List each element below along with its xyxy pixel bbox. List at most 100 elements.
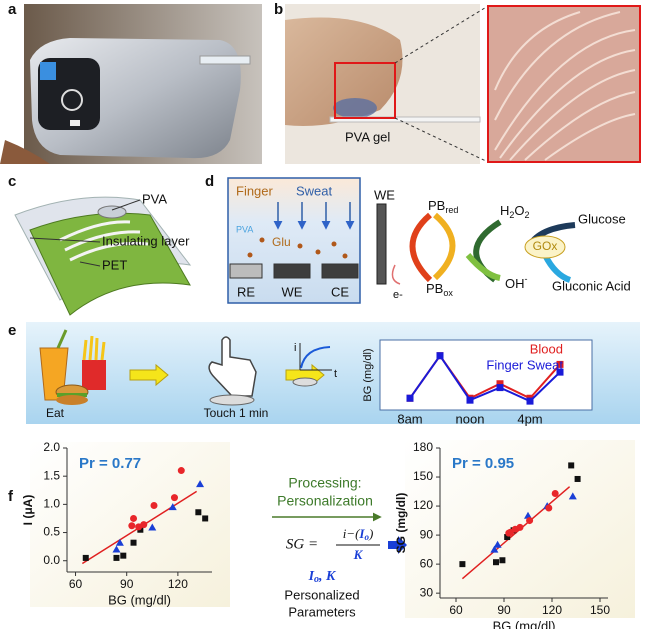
x-axis-label: BG (mg/dl) (493, 618, 556, 629)
y-tick-label: 120 (413, 498, 433, 512)
arrow (409, 212, 433, 283)
y-tick-label: 2.0 (43, 440, 60, 454)
point (150, 501, 158, 509)
y-tick-label: 90 (420, 527, 434, 541)
step-label: Eat (46, 406, 65, 420)
point (170, 494, 178, 502)
electrode (229, 263, 263, 279)
x-tick-label: noon (456, 411, 485, 426)
point (496, 380, 504, 388)
point (551, 489, 559, 497)
point (196, 480, 205, 488)
t: I (308, 569, 315, 584)
x-tick-label: 120 (542, 603, 562, 617)
axis-label: i (294, 342, 296, 354)
label: PVA (236, 224, 253, 234)
label: Glucose (578, 211, 626, 226)
panel-label: c (8, 173, 16, 190)
point (556, 368, 564, 376)
t: red (445, 205, 458, 215)
label: Personalized (284, 587, 359, 602)
formula: K (353, 547, 364, 562)
point (130, 514, 138, 522)
y-tick-label: 1.0 (43, 497, 60, 511)
annotation: Pr = 0.95 (452, 455, 514, 472)
t: I (358, 526, 365, 541)
t: PB (428, 198, 445, 213)
label: Gluconic Acid (552, 278, 631, 293)
t: o (314, 574, 319, 585)
layer-label: PET (102, 257, 127, 272)
electrode-label: RE (237, 284, 255, 299)
chart-box (379, 339, 593, 411)
point (436, 352, 444, 360)
annotation: Pr = 0.77 (79, 455, 141, 472)
point (574, 475, 581, 482)
point (168, 503, 177, 511)
point (526, 517, 534, 525)
step-label: Touch 1 min (204, 406, 269, 420)
label: OH- (505, 274, 528, 291)
point (202, 515, 209, 522)
cell-box (227, 177, 361, 304)
x-axis-label: BG (mg/dl) (108, 592, 171, 607)
y-tick-label: 30 (420, 585, 434, 599)
x-tick-label: 60 (69, 577, 83, 591)
arrow (432, 212, 456, 281)
y-tick-label: 1.5 (43, 468, 60, 482)
leader (111, 199, 141, 211)
label: WE (374, 187, 395, 202)
y-tick-label: 180 (413, 440, 433, 454)
point (504, 534, 511, 541)
panel-label: d (205, 173, 214, 190)
y-axis-label: SG (mg/dl) (394, 493, 408, 554)
label: Processing: (288, 475, 361, 491)
food-icon (39, 329, 106, 405)
point (496, 384, 504, 392)
x-tick-label: 8am (397, 411, 422, 426)
point (113, 554, 120, 561)
y-tick-label: 0.5 (43, 525, 60, 539)
point (493, 559, 499, 566)
electrode (273, 263, 311, 279)
formula: SG = (286, 536, 318, 552)
t: ox (443, 288, 453, 298)
panel-label: f (8, 488, 14, 505)
point (499, 557, 506, 564)
point (545, 504, 553, 512)
label: PBred (428, 198, 458, 215)
t: OH (505, 276, 525, 291)
t: 2 (509, 210, 514, 220)
label: e- (393, 289, 403, 301)
leader (29, 237, 101, 243)
point (568, 462, 575, 469)
x-tick-label: 60 (449, 603, 463, 617)
arrow (129, 363, 169, 387)
photo-label: PVA gel (345, 129, 390, 144)
label: Glu (272, 235, 291, 249)
t: H (500, 203, 509, 218)
point (140, 521, 148, 529)
point (505, 529, 513, 537)
arrow (388, 536, 407, 554)
layer-label: PVA (142, 191, 167, 206)
photo-device (0, 4, 262, 164)
y-tick-label: 150 (413, 469, 433, 483)
t: o (364, 532, 369, 542)
x-tick-label: 4pm (517, 411, 542, 426)
legend-entry: Finger Sweat (486, 357, 563, 372)
leader (79, 261, 101, 267)
label: Finger (236, 183, 274, 198)
signal-icon (292, 343, 332, 387)
point (516, 523, 524, 531)
arrow (542, 253, 572, 283)
label: Sweat (296, 183, 333, 198)
label: H2O2 (500, 203, 530, 220)
electrode (321, 263, 359, 279)
t: PB (426, 281, 443, 296)
point (115, 538, 124, 546)
y-axis-label: BG (mg/dl) (362, 348, 374, 401)
arrow (391, 264, 401, 285)
electrode (376, 203, 387, 285)
